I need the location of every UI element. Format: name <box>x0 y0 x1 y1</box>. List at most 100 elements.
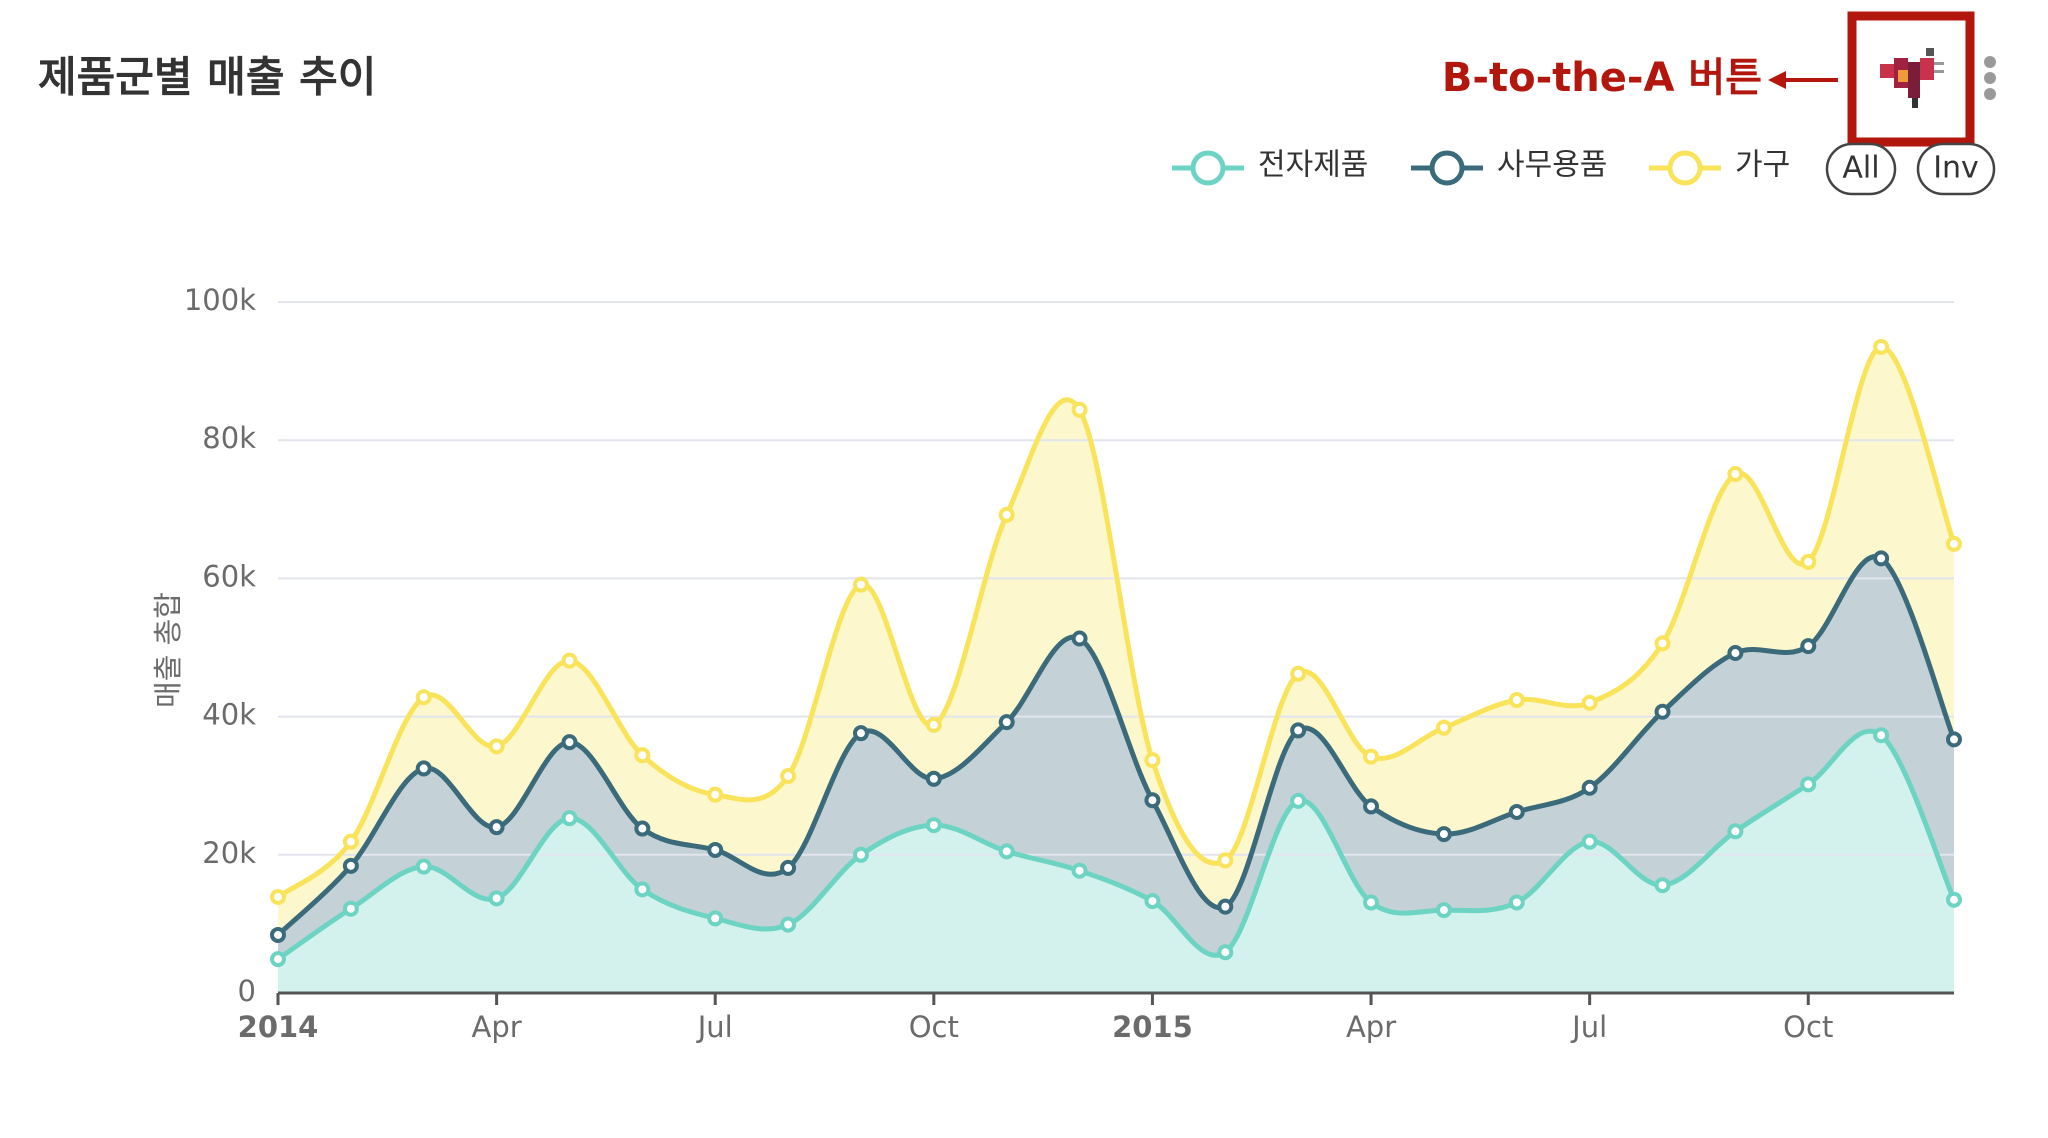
chart-title: 제품군별 매출 추이 <box>38 53 376 102</box>
point <box>707 841 724 858</box>
point <box>1727 645 1744 662</box>
point <box>998 714 1015 731</box>
points <box>270 338 1962 968</box>
menu-button[interactable] <box>1984 56 1996 100</box>
area <box>278 731 1954 993</box>
point <box>1144 792 1161 809</box>
point <box>1581 694 1598 711</box>
point <box>1508 894 1525 911</box>
point <box>342 833 359 850</box>
x-tick-label: Jul <box>696 1010 733 1044</box>
point <box>998 843 1015 860</box>
point <box>852 576 869 593</box>
point <box>488 890 505 907</box>
point <box>415 858 432 875</box>
legend-item[interactable]: 사무용품 <box>1411 148 1607 186</box>
areas <box>278 346 1954 993</box>
area <box>278 556 1954 960</box>
point <box>342 900 359 917</box>
point <box>707 786 724 803</box>
button-label: Inv <box>1933 151 1979 186</box>
point <box>634 820 651 837</box>
point <box>1144 752 1161 769</box>
legend-item[interactable]: 전자제품 <box>1172 148 1368 186</box>
point <box>561 810 578 827</box>
point <box>488 819 505 836</box>
point <box>561 734 578 751</box>
x-tick-label: Oct <box>1783 1010 1833 1044</box>
button-label: All <box>1842 151 1879 186</box>
point <box>1435 902 1452 919</box>
point <box>1071 401 1088 418</box>
x-tick-label: Jul <box>1570 1010 1607 1044</box>
point <box>1800 776 1817 793</box>
legend-button[interactable]: Inv <box>1916 142 1996 196</box>
point <box>1290 722 1307 739</box>
point <box>1217 852 1234 869</box>
legend-label: 가구 <box>1735 148 1790 183</box>
point <box>1800 638 1817 655</box>
y-tick-label: 100k <box>184 283 256 317</box>
point <box>415 760 432 777</box>
point <box>780 859 797 876</box>
y-axis-title: 매출 총합 <box>151 592 185 708</box>
point <box>852 846 869 863</box>
line <box>276 554 1957 937</box>
point <box>1290 792 1307 809</box>
point <box>1654 635 1671 652</box>
point <box>925 716 942 733</box>
point <box>1873 338 1890 355</box>
point <box>342 857 359 874</box>
legend-label: 사무용품 <box>1497 148 1607 183</box>
point <box>1363 894 1380 911</box>
point <box>634 747 651 764</box>
point <box>780 768 797 785</box>
b-to-the-a-button[interactable] <box>1880 48 1944 108</box>
point <box>634 881 651 898</box>
line <box>276 344 1957 900</box>
point <box>1435 826 1452 843</box>
point <box>1946 891 1962 908</box>
point <box>852 725 869 742</box>
x-tick-label: Apr <box>1346 1010 1396 1044</box>
point <box>707 910 724 927</box>
annotation-arrowhead <box>1768 71 1786 89</box>
point <box>1071 630 1088 647</box>
point <box>1290 665 1307 682</box>
point <box>998 506 1015 523</box>
point <box>925 817 942 834</box>
point <box>1873 727 1890 744</box>
point <box>1727 823 1744 840</box>
point <box>1727 466 1744 483</box>
legend-marker <box>1429 150 1465 186</box>
point <box>1654 703 1671 720</box>
point <box>1873 550 1890 567</box>
point <box>1363 798 1380 815</box>
x-tick-label: 2014 <box>238 1010 319 1044</box>
point <box>415 689 432 706</box>
point <box>780 916 797 933</box>
legend-item[interactable]: 가구 <box>1649 148 1790 186</box>
y-tick-label: 60k <box>202 559 256 593</box>
point <box>1946 535 1962 552</box>
x-tick-label: Oct <box>909 1010 959 1044</box>
point <box>1581 779 1598 796</box>
legend-marker <box>1667 150 1703 186</box>
legend-button[interactable]: All <box>1825 142 1897 196</box>
y-tick-label: 0 <box>238 974 256 1008</box>
point <box>1217 898 1234 915</box>
y-tick-label: 40k <box>202 698 256 732</box>
point <box>270 926 286 943</box>
point <box>1581 833 1598 850</box>
point <box>1946 731 1962 748</box>
point <box>488 738 505 755</box>
point <box>1217 944 1234 961</box>
y-tick-label: 20k <box>202 836 256 870</box>
point <box>1654 877 1671 894</box>
point <box>561 652 578 669</box>
point <box>1508 692 1525 709</box>
point <box>1435 719 1452 736</box>
annotation: B-to-the-A 버튼 <box>1442 55 1762 101</box>
x-tick-label: Apr <box>472 1010 522 1044</box>
